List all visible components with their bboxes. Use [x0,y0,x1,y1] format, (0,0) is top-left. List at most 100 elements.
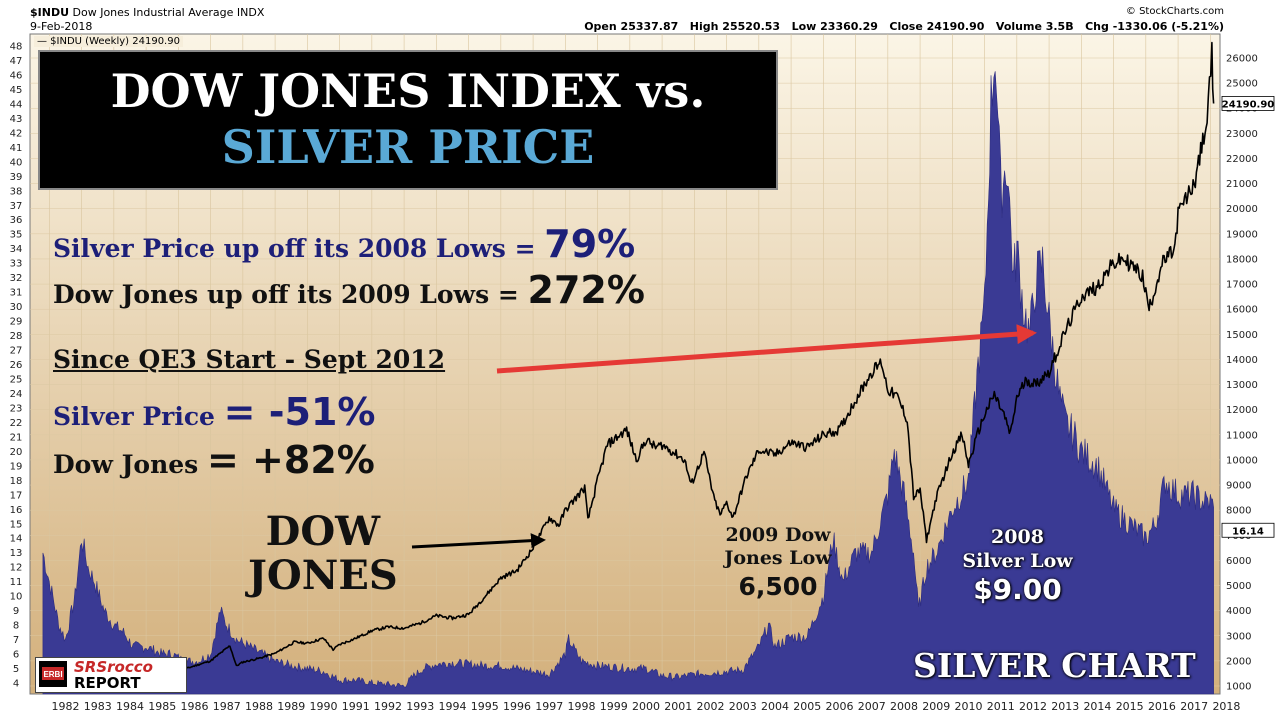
silver-series [42,71,1214,695]
volume-value: Volume 3.5B [995,20,1074,33]
silver-qe3-stat: Silver Price = -51% [53,390,375,434]
logo-line-1: SRSrocco [74,658,153,676]
left-tick-label: 20 [10,447,23,458]
series-legend: — $INDU (Weekly) 24190.90 [34,36,183,47]
right-tick-label: 21000 [1226,179,1258,190]
srsrocco-logo: ERBI SRSrocco REPORT [35,657,187,693]
left-tick-label: 39 [10,172,23,183]
right-tick-label: 13000 [1226,380,1258,391]
x-tick-label: 1993 [406,700,434,713]
silver-low-line-2: Silver Low [962,550,1073,572]
left-tick-label: 26 [10,360,23,371]
x-tick-label: 1990 [309,700,337,713]
left-tick-label: 44 [10,99,23,110]
exchange: INDX [236,6,265,19]
x-tick-label: 2004 [761,700,789,713]
dow-series [174,41,1215,673]
left-tick-label: 4 [13,679,19,690]
qe3-heading: Since QE3 Start - Sept 2012 [53,345,446,374]
right-tick-label: 3000 [1226,631,1251,642]
left-tick-label: 17 [10,490,23,501]
x-tick-label: 2018 [1212,700,1240,713]
x-tick-label: 1989 [277,700,305,713]
right-tick-label: 12000 [1226,405,1258,416]
x-tick-label: 1994 [438,700,466,713]
x-tick-label: 1984 [116,700,144,713]
qe3-arrow [496,324,1037,374]
left-tick-label: 5 [13,664,19,675]
left-tick-label: 34 [10,244,23,255]
left-tick-label: 28 [10,331,23,342]
left-tick-label: 29 [10,317,23,328]
x-tick-label: 2017 [1180,700,1208,713]
left-tick-label: 37 [10,201,23,212]
header-symbol-line: $INDU Dow Jones Industrial Average INDX [30,6,264,19]
x-tick-label: 2014 [1083,700,1111,713]
x-tick-label: 1986 [180,700,208,713]
right-tick-label: 11000 [1226,430,1258,441]
silver-qe3-value: = -51% [223,390,376,434]
x-tick-label: 1992 [374,700,402,713]
left-tick-label: 21 [10,432,23,443]
left-tick-label: 46 [10,70,23,81]
dow-low-line-3: 6,500 [738,572,818,601]
silver-last-value-tag: 16.14 [1221,522,1275,538]
x-tick-label: 2012 [1019,700,1047,713]
left-tick-label: 27 [10,346,23,357]
x-tick-label: 1983 [84,700,112,713]
silver-last-value-text: 16.14 [1232,526,1264,537]
x-tick-label: 2010 [954,700,982,713]
dow-label-line-2: JONES [248,552,398,599]
left-tick-label: 7 [13,635,19,646]
left-tick-label: 24 [10,389,23,400]
left-tick-label: 23 [10,403,23,414]
change-value: Chg -1330.06 (-5.21%) [1085,20,1224,33]
dow-up-value: 272% [527,268,645,312]
dow-qe3-label: Dow Jones [53,450,199,479]
dow-qe3-stat: Dow Jones = +82% [53,438,375,482]
right-tick-label: 1000 [1226,682,1251,693]
dow-jones-label: DOW JONES [248,510,398,598]
left-tick-label: 18 [10,476,23,487]
left-tick-label: 31 [10,288,23,299]
dow-line [174,41,1215,673]
left-tick-label: 16 [10,505,23,516]
left-tick-label: 41 [10,143,23,154]
left-tick-label: 47 [10,56,23,67]
left-tick-label: 48 [10,42,23,53]
x-tick-label: 2005 [793,700,821,713]
high-value: High 25520.53 [689,20,781,33]
left-tick-label: 8 [13,621,19,632]
symbol: $INDU [30,6,70,19]
left-tick-label: 38 [10,186,23,197]
x-tick-label: 2013 [1051,700,1079,713]
right-tick-label: 14000 [1226,355,1258,366]
right-tick-label: 22000 [1226,154,1258,165]
right-axis: 1000200030004000500060007000800090001000… [1221,54,1275,693]
right-tick-label: 26000 [1226,54,1258,65]
dow-up-stat: Dow Jones up off its 2009 Lows = 272% [53,268,645,312]
right-tick-label: 4000 [1226,606,1251,617]
left-tick-label: 33 [10,259,23,270]
x-tick-label: 2003 [729,700,757,713]
x-axis: 1982 1983 1984 1985 1986 1987 1988 1989 1990 1991… [51,700,1240,713]
x-tick-label: 1996 [503,700,531,713]
header-date: 9-Feb-2018 [30,20,93,33]
x-tick-label: 1999 [600,700,628,713]
dow-low-line-2: Jones Low [724,547,832,569]
left-tick-label: 19 [10,461,23,472]
title-line-1: DOW JONES INDEX vs. [110,64,706,118]
x-tick-label: 2002 [696,700,724,713]
left-axis: 4567891011121314151617181920212223242526… [10,42,23,690]
right-tick-label: 6000 [1226,556,1251,567]
x-tick-label: 1988 [245,700,273,713]
x-tick-label: 2009 [922,700,950,713]
title-line-2: SILVER PRICE [221,120,595,174]
left-tick-label: 12 [10,563,23,574]
ohlc-line: Open 25337.87 High 25520.53 Low 23360.29… [584,20,1224,33]
right-tick-label: 18000 [1226,254,1258,265]
left-tick-label: 14 [10,534,23,545]
right-tick-label: 15000 [1226,330,1258,341]
dow-last-value-tag: 24190.90 [1221,96,1275,111]
right-tick-label: 25000 [1226,79,1258,90]
